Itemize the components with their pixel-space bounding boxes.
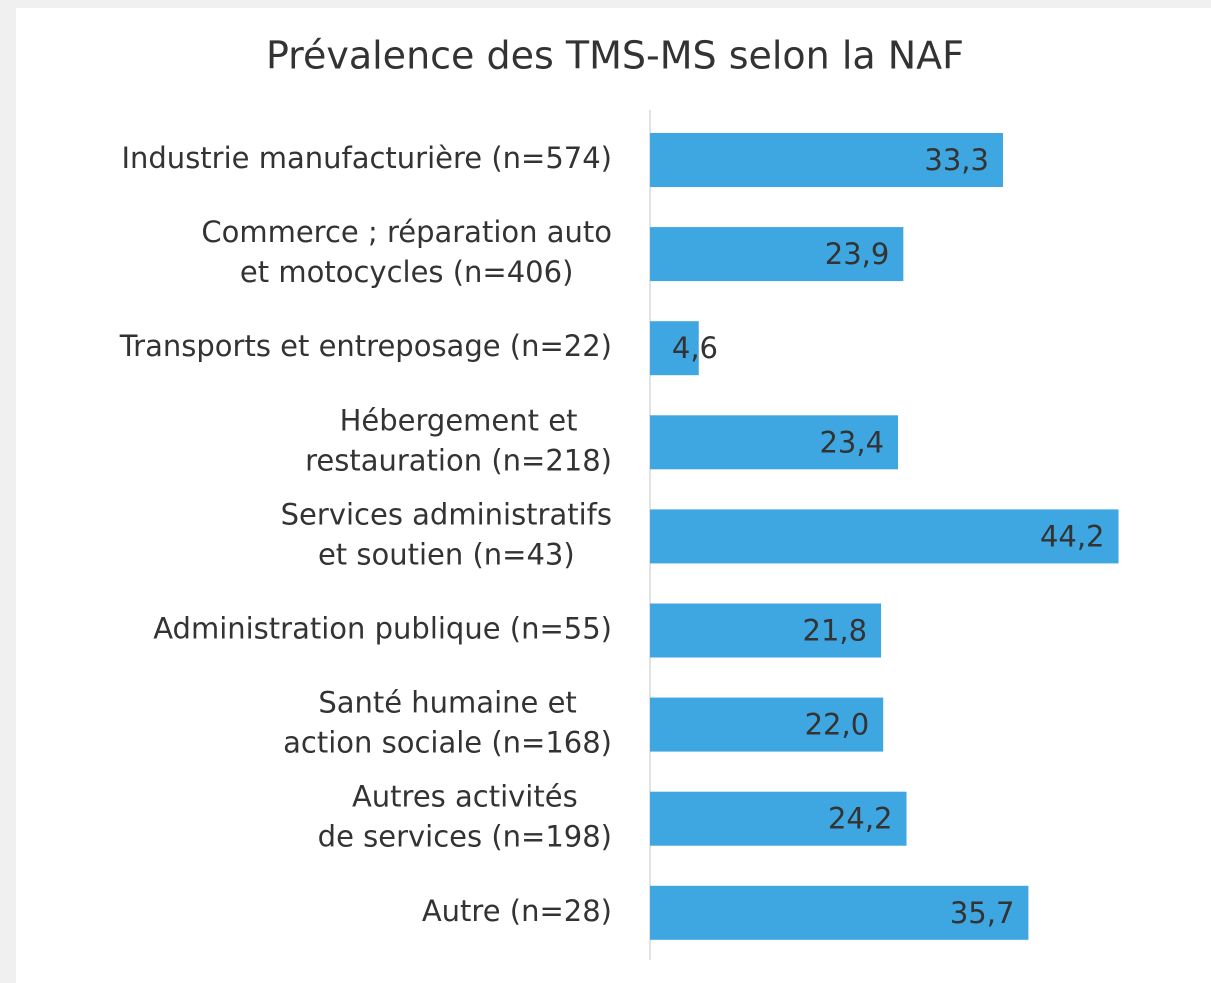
bar [650,415,899,470]
value-label: 4,6 [672,331,718,365]
chart-title: Prévalence des TMS-MS selon la NAF [266,34,964,78]
bar [650,227,904,282]
value-label: 35,7 [950,896,1015,930]
value-label: 21,8 [803,614,868,648]
category-label: Hébergement et [340,403,578,437]
bar [650,603,882,658]
bar [650,321,699,376]
category-label: Administration publique (n=55) [153,612,612,646]
category-label: Transports et entreposage (n=22) [119,329,612,363]
category-label: Industrie manufacturière (n=574) [121,141,612,175]
chart-background [16,8,1211,983]
bar [650,697,884,752]
value-label: 23,9 [825,237,890,271]
category-label: Santé humaine et [318,686,576,720]
category-label: restauration (n=218) [305,443,612,477]
bar [650,885,1029,940]
category-label: Services administratifs [281,497,612,531]
category-label: Autre (n=28) [422,894,612,928]
category-label: Autres activités [352,780,578,814]
category-label: Commerce ; réparation auto [201,215,612,249]
value-label: 24,2 [828,802,893,836]
category-label: et soutien (n=43) [318,537,575,571]
bar [650,791,907,846]
value-label: 33,3 [924,143,989,177]
value-label: 23,4 [819,425,884,459]
value-label: 22,0 [805,708,870,742]
bar [650,509,1119,564]
category-label: de services (n=198) [318,820,612,854]
value-label: 44,2 [1040,519,1105,553]
category-label: action sociale (n=168) [283,726,612,760]
bar [650,133,1003,187]
category-label: et motocycles (n=406) [240,255,573,289]
